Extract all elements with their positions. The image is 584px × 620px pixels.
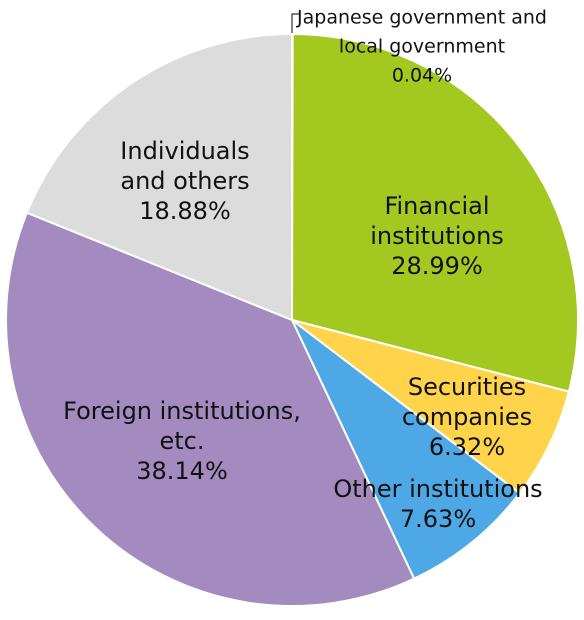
value-label: 38.14% [136,457,228,485]
pie-slice [291,319,571,495]
pie-slice [290,32,579,393]
slice-label: companies [402,403,532,431]
value-label: 18.88% [139,197,231,225]
slice-label: institutions [370,222,504,250]
slice-label: etc. [160,427,205,455]
slice-label: Securities [408,373,526,401]
pie-slice [5,211,416,607]
value-label: 0.04% [392,65,452,87]
value-label: 7.63% [400,505,476,533]
slice-label: Japanese government and [296,7,547,29]
pie-slice [25,32,293,322]
value-label: 6.32% [429,433,505,461]
leader-line [291,13,300,33]
slice-label: Other institutions [333,475,542,503]
slice-label: local government [339,36,505,58]
slice-label: and others [120,167,249,195]
pie-slice [291,319,522,580]
slice-label: Individuals [120,137,249,165]
slice-label: Foreign institutions, [63,397,301,425]
slice-label: Financial [384,192,489,220]
value-label: 28.99% [391,252,483,280]
